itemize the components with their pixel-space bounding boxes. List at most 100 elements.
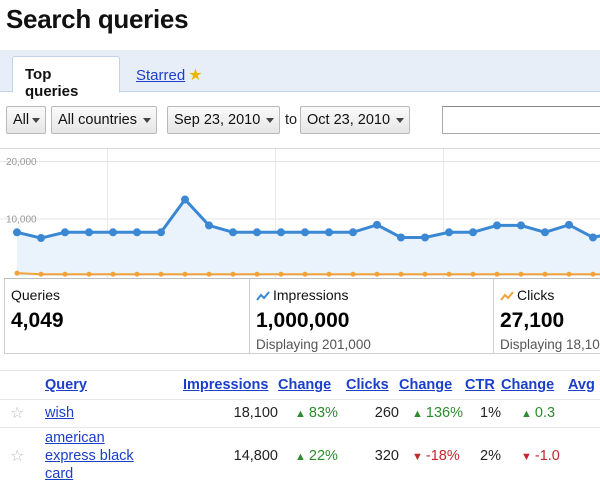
filter-bar: All All countries Sep 23, 2010 to Oct 23… — [0, 106, 600, 136]
col-header-ctr[interactable]: CTR — [465, 376, 495, 393]
impressions-point — [157, 228, 165, 237]
impressions-area — [17, 199, 600, 276]
impressions-point — [229, 228, 237, 237]
chevron-down-icon — [266, 118, 274, 123]
clicks-change-cell: ▼ -18% — [399, 426, 465, 485]
query-link[interactable]: american express black card — [45, 430, 134, 483]
impressions-point — [205, 221, 213, 230]
clicks-point — [494, 271, 500, 277]
clicks-point — [350, 271, 356, 277]
ctr-cell: 1% — [465, 398, 501, 427]
col-header-avg[interactable]: Avg — [568, 376, 595, 393]
clicks-change-value: 136% — [425, 405, 463, 421]
impressions-point — [325, 228, 333, 237]
impressions-point — [517, 221, 525, 230]
clicks-point — [470, 271, 476, 277]
chevron-down-icon — [32, 118, 40, 123]
clicks-point — [182, 271, 188, 277]
stat-impressions[interactable]: Impressions 1,000,000 Displaying 201,000 — [249, 279, 493, 353]
clicks-point — [326, 271, 332, 277]
impressions-point — [589, 233, 597, 242]
clicks-point — [518, 271, 524, 277]
impressions-point — [541, 228, 549, 237]
arrow-up-icon: ▲ — [295, 408, 306, 420]
stats-panel: Queries 4,049 Impressions 1,000,000 Disp… — [4, 278, 600, 354]
col-header-ctr-change[interactable]: Change — [501, 376, 555, 393]
clicks-point — [302, 271, 308, 277]
end-date-select[interactable]: Oct 23, 2010 — [300, 106, 410, 134]
impressions-change-cell: ▲ 22% — [278, 426, 346, 485]
tab-top-queries[interactable]: Top queries — [12, 56, 120, 100]
stat-clicks-sub: Displaying 18,10 — [500, 337, 600, 352]
star-outline-icon[interactable]: ☆ — [10, 448, 25, 466]
impressions-change-cell: ▲ 83% — [278, 398, 346, 427]
page-title: Search queries — [6, 4, 189, 34]
clicks-change-cell: ▲ 136% — [399, 398, 465, 427]
impressions-cell: 14,800 — [183, 426, 278, 485]
stat-queries: Queries 4,049 — [5, 279, 249, 353]
y-tick-label: 20,000 — [6, 157, 37, 168]
stat-impressions-heading: Impressions — [256, 287, 493, 303]
clicks-point — [446, 271, 452, 277]
star-outline-icon[interactable]: ☆ — [10, 405, 25, 422]
star-icon: ★ — [188, 67, 203, 84]
impressions-change-value: 22% — [308, 448, 338, 465]
stat-queries-label: Queries — [11, 287, 61, 303]
country-select[interactable]: All countries — [51, 106, 157, 134]
clicks-point — [86, 271, 92, 277]
impressions-point — [13, 228, 21, 237]
impressions-line-icon — [256, 291, 270, 301]
clicks-point — [134, 271, 140, 277]
tab-bar: Top queries Starred ★ — [0, 50, 600, 100]
impressions-point — [85, 228, 93, 237]
clicks-cell: 260 — [346, 398, 399, 427]
table-header-row: Query Impressions Change Clicks Change C… — [0, 371, 600, 399]
ctr-change-cell: ▲ 0.3 — [501, 398, 568, 427]
tab-starred-label: Starred — [136, 67, 186, 84]
clicks-point — [374, 271, 380, 277]
col-header-clicks[interactable]: Clicks — [346, 376, 389, 393]
chevron-down-icon — [143, 118, 151, 123]
col-header-query[interactable]: Query — [45, 376, 87, 393]
col-header-clicks-change[interactable]: Change — [399, 376, 453, 393]
ctr-change-cell: ▼ -1.0 — [501, 426, 568, 485]
impressions-point — [37, 234, 45, 243]
table-row: ☆ wish 18,100 ▲ 83% 260 ▲ 136% 1% ▲ 0.3 — [0, 398, 600, 427]
start-date-value: Sep 23, 2010 — [174, 112, 261, 128]
clicks-point — [38, 271, 44, 277]
start-date-select[interactable]: Sep 23, 2010 — [167, 106, 280, 134]
clicks-point — [230, 271, 236, 277]
clicks-point — [278, 271, 284, 277]
stat-clicks-label: Clicks — [517, 287, 555, 303]
impressions-point — [61, 228, 69, 237]
impressions-point — [565, 220, 573, 229]
scope-select[interactable]: All — [6, 106, 46, 134]
ctr-change-value: -1.0 — [534, 448, 560, 465]
impressions-point — [445, 228, 453, 237]
clicks-point — [206, 271, 212, 277]
impressions-point — [421, 233, 429, 242]
impressions-point — [469, 228, 477, 237]
scope-select-value: All — [13, 112, 30, 128]
search-input[interactable] — [442, 106, 600, 134]
arrow-up-icon: ▲ — [295, 451, 306, 464]
clicks-point — [254, 271, 260, 277]
clicks-point — [14, 270, 20, 276]
date-range-to-label: to — [285, 112, 298, 128]
stat-clicks[interactable]: Clicks 27,100 Displaying 18,10 — [493, 279, 600, 353]
ctr-change-value: 0.3 — [534, 405, 556, 421]
clicks-cell: 320 — [346, 426, 399, 485]
clicks-point — [590, 271, 596, 277]
clicks-line — [16, 272, 600, 276]
col-header-impressions-change[interactable]: Change — [278, 376, 332, 393]
stat-impressions-value: 1,000,000 — [256, 309, 350, 332]
clicks-point — [62, 271, 68, 277]
country-select-value: All countries — [58, 112, 137, 128]
tab-starred[interactable]: Starred ★ — [124, 56, 215, 92]
query-link[interactable]: wish — [45, 405, 75, 421]
col-header-impressions[interactable]: Impressions — [183, 376, 269, 393]
arrow-down-icon: ▼ — [521, 451, 532, 464]
impressions-point — [397, 233, 405, 242]
